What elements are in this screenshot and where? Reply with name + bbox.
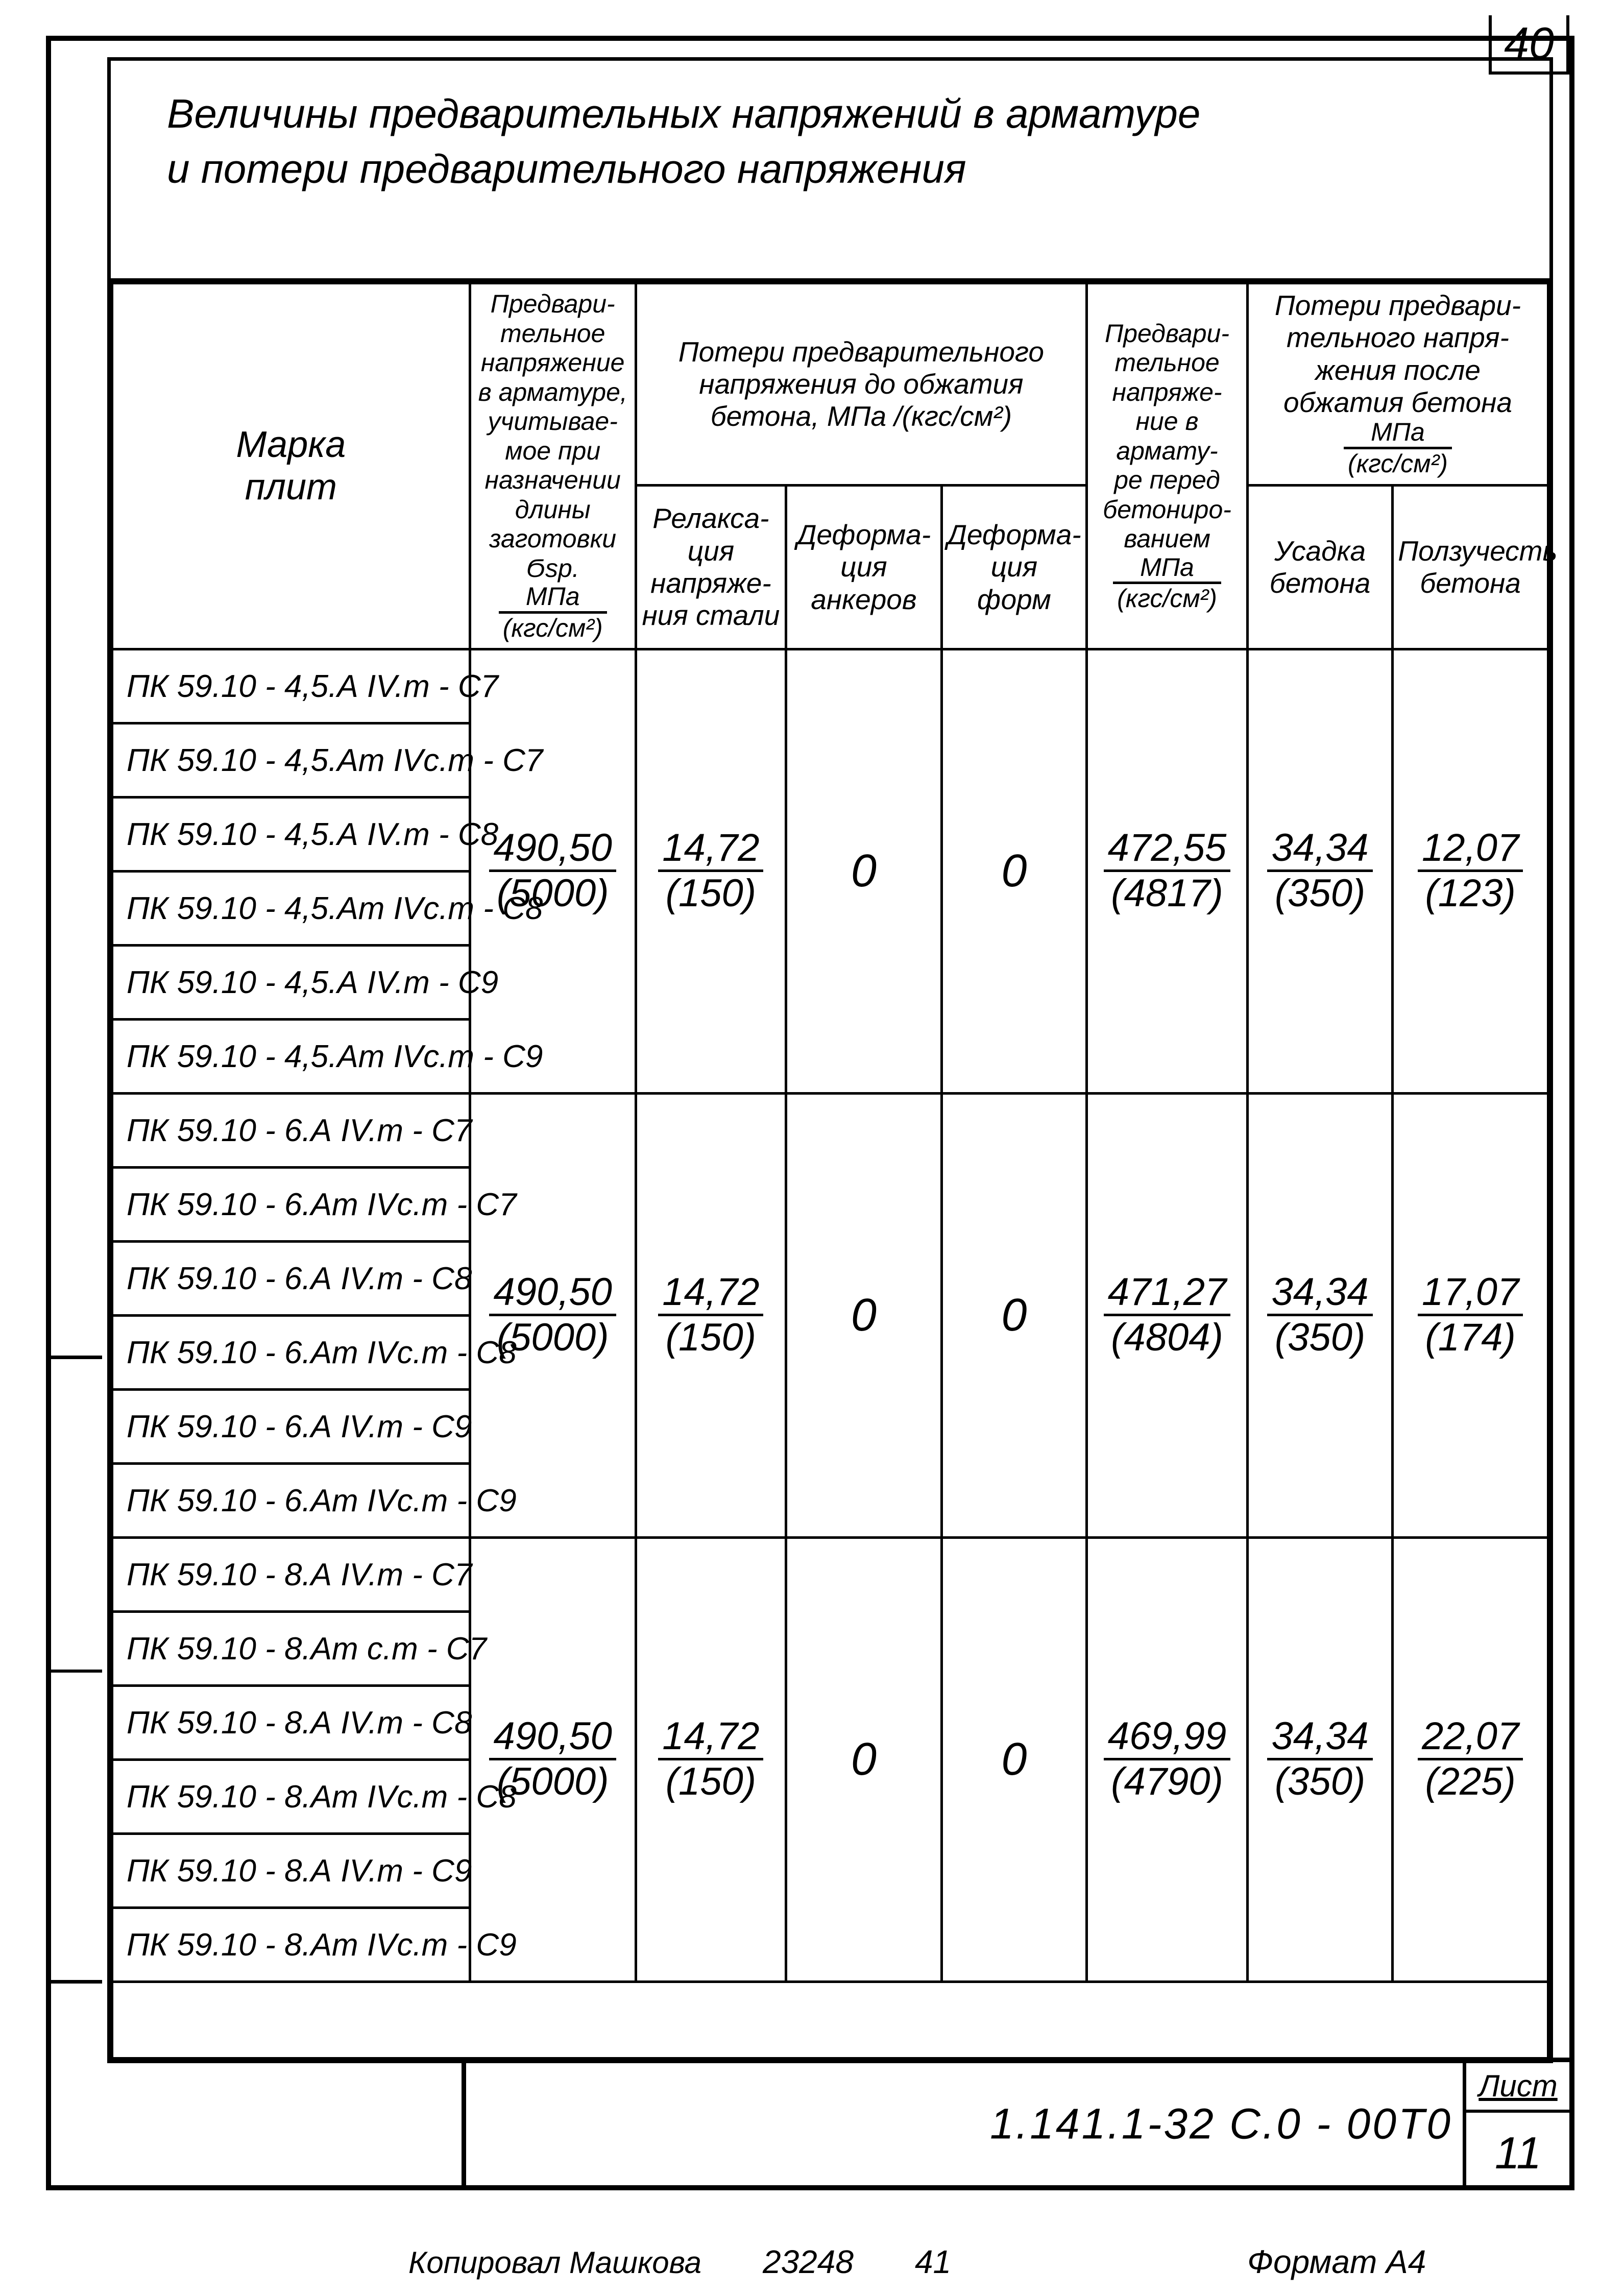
table-block: Величины предварительных напряжений в ар… (107, 57, 1553, 2063)
plate-code: ПК 59.10 - 8.А IV.т - С7 (112, 1538, 470, 1612)
val-prestress-initial: 490,50(5000) (470, 1094, 636, 1538)
val-prestress-before-concrete: 472,55(4817) (1087, 649, 1248, 1094)
val-shrinkage: 34,34(350) (1247, 1094, 1392, 1538)
val-relaxation: 14,72(150) (636, 1094, 786, 1538)
format-label: Формат А4 (1247, 2243, 1426, 2281)
plate-code: ПК 59.10 - 8.А IV.т - С8 (112, 1686, 470, 1760)
hdr-relax: Релакса- ция напряже- ния стали (636, 485, 786, 649)
val-relaxation: 14,72(150) (636, 1538, 786, 1982)
plate-code: ПК 59.10 - 4,5.Ат IVс.т - С8 (112, 872, 470, 946)
hdr-polz: Ползучесть бетона (1393, 485, 1548, 649)
left-revision-stub (46, 1356, 102, 1984)
bottom-num-1: 23248 (763, 2243, 854, 2281)
val-creep: 12,07(123) (1393, 649, 1548, 1094)
hdr-pre2: Предвари- тельное напряже- ние в армату-… (1087, 283, 1248, 649)
sheet-box: Лист 11 (1463, 2062, 1570, 2186)
bottom-notes: Копировал Машкова 23248 41 Формат А4 (408, 2243, 1426, 2281)
header-row-1: Марка плит Предвари- тельное напряжение … (112, 283, 1548, 486)
val-def-anchors: 0 (786, 1538, 942, 1982)
val-def-anchors: 0 (786, 649, 942, 1094)
plate-code: ПК 59.10 - 8.Ат IVс.т - С9 (112, 1908, 470, 1982)
plate-code: ПК 59.10 - 8.Ат IVс.т - С8 (112, 1760, 470, 1834)
plate-code: ПК 59.10 - 6.А IV.т - С9 (112, 1390, 470, 1464)
plate-code: ПК 59.10 - 4,5.А IV.т - С9 (112, 946, 470, 1020)
val-def-anchors: 0 (786, 1094, 942, 1538)
table-row: ПК 59.10 - 4,5.А IV.т - С7490,50(5000)14… (112, 649, 1548, 723)
val-prestress-initial: 490,50(5000) (470, 1538, 636, 1982)
plate-code: ПК 59.10 - 6.Ат IVс.т - С7 (112, 1168, 470, 1242)
outer-frame: Величины предварительных напряжений в ар… (46, 36, 1574, 2190)
sheet-label: Лист (1466, 2062, 1570, 2113)
hdr-losses-before: Потери предварительного напряжения до об… (636, 283, 1086, 486)
val-def-forms: 0 (941, 1538, 1086, 1982)
main-table: Марка плит Предвари- тельное напряжение … (111, 282, 1549, 2060)
title-block: 1.141.1-32 С.0 - 00Т0 Лист 11 (462, 2058, 1574, 2190)
table-row: ПК 59.10 - 8.А IV.т - С7490,50(5000)14,7… (112, 1538, 1548, 1612)
plate-code: ПК 59.10 - 4,5.Ат IVс.т - С7 (112, 723, 470, 797)
copied-by: Копировал Машкова (408, 2245, 701, 2280)
bottom-num-2: 41 (915, 2243, 951, 2281)
val-creep: 17,07(174) (1393, 1094, 1548, 1538)
plate-code: ПК 59.10 - 6.Ат IVс.т - С9 (112, 1464, 470, 1538)
plate-code: ПК 59.10 - 4,5.А IV.т - С7 (112, 649, 470, 723)
hdr-def-form: Деформа- ция форм (941, 485, 1086, 649)
val-def-forms: 0 (941, 649, 1086, 1094)
plate-code: ПК 59.10 - 4,5.А IV.т - С8 (112, 797, 470, 872)
empty-row (112, 1982, 1548, 2059)
plate-code: ПК 59.10 - 8.Ат с.т - С7 (112, 1612, 470, 1686)
table-body: ПК 59.10 - 4,5.А IV.т - С7490,50(5000)14… (112, 649, 1548, 1982)
hdr-marka: Марка плит (112, 283, 470, 649)
document-code: 1.141.1-32 С.0 - 00Т0 (990, 2099, 1452, 2149)
val-prestress-initial: 490,50(5000) (470, 649, 636, 1094)
plate-code: ПК 59.10 - 8.А IV.т - С9 (112, 1834, 470, 1908)
hdr-pre1: Предвари- тельное напряжение в арматуре,… (470, 283, 636, 649)
plate-code: ПК 59.10 - 6.А IV.т - С7 (112, 1094, 470, 1168)
val-prestress-before-concrete: 469,99(4790) (1087, 1538, 1248, 1982)
val-relaxation: 14,72(150) (636, 649, 786, 1094)
val-creep: 22,07(225) (1393, 1538, 1548, 1982)
plate-code: ПК 59.10 - 6.Ат IVс.т - С8 (112, 1316, 470, 1390)
hdr-def-ank: Деформа- ция анкеров (786, 485, 942, 649)
val-shrinkage: 34,34(350) (1247, 649, 1392, 1094)
val-def-forms: 0 (941, 1094, 1086, 1538)
sheet-number: 11 (1466, 2113, 1570, 2179)
val-prestress-before-concrete: 471,27(4804) (1087, 1094, 1248, 1538)
val-shrinkage: 34,34(350) (1247, 1538, 1392, 1982)
table-title: Величины предварительных напряжений в ар… (111, 61, 1549, 282)
plate-code: ПК 59.10 - 4,5.Ат IVс.т - С9 (112, 1020, 470, 1094)
hdr-usadka: Усадка бетона (1247, 485, 1392, 649)
hdr-losses-after: Потери предвари- тельного напря- жения п… (1247, 283, 1548, 486)
plate-code: ПК 59.10 - 6.А IV.т - С8 (112, 1242, 470, 1316)
page: 40 Величины предварительных напряжений в… (0, 0, 1600, 2296)
table-row: ПК 59.10 - 6.А IV.т - С7490,50(5000)14,7… (112, 1094, 1548, 1168)
